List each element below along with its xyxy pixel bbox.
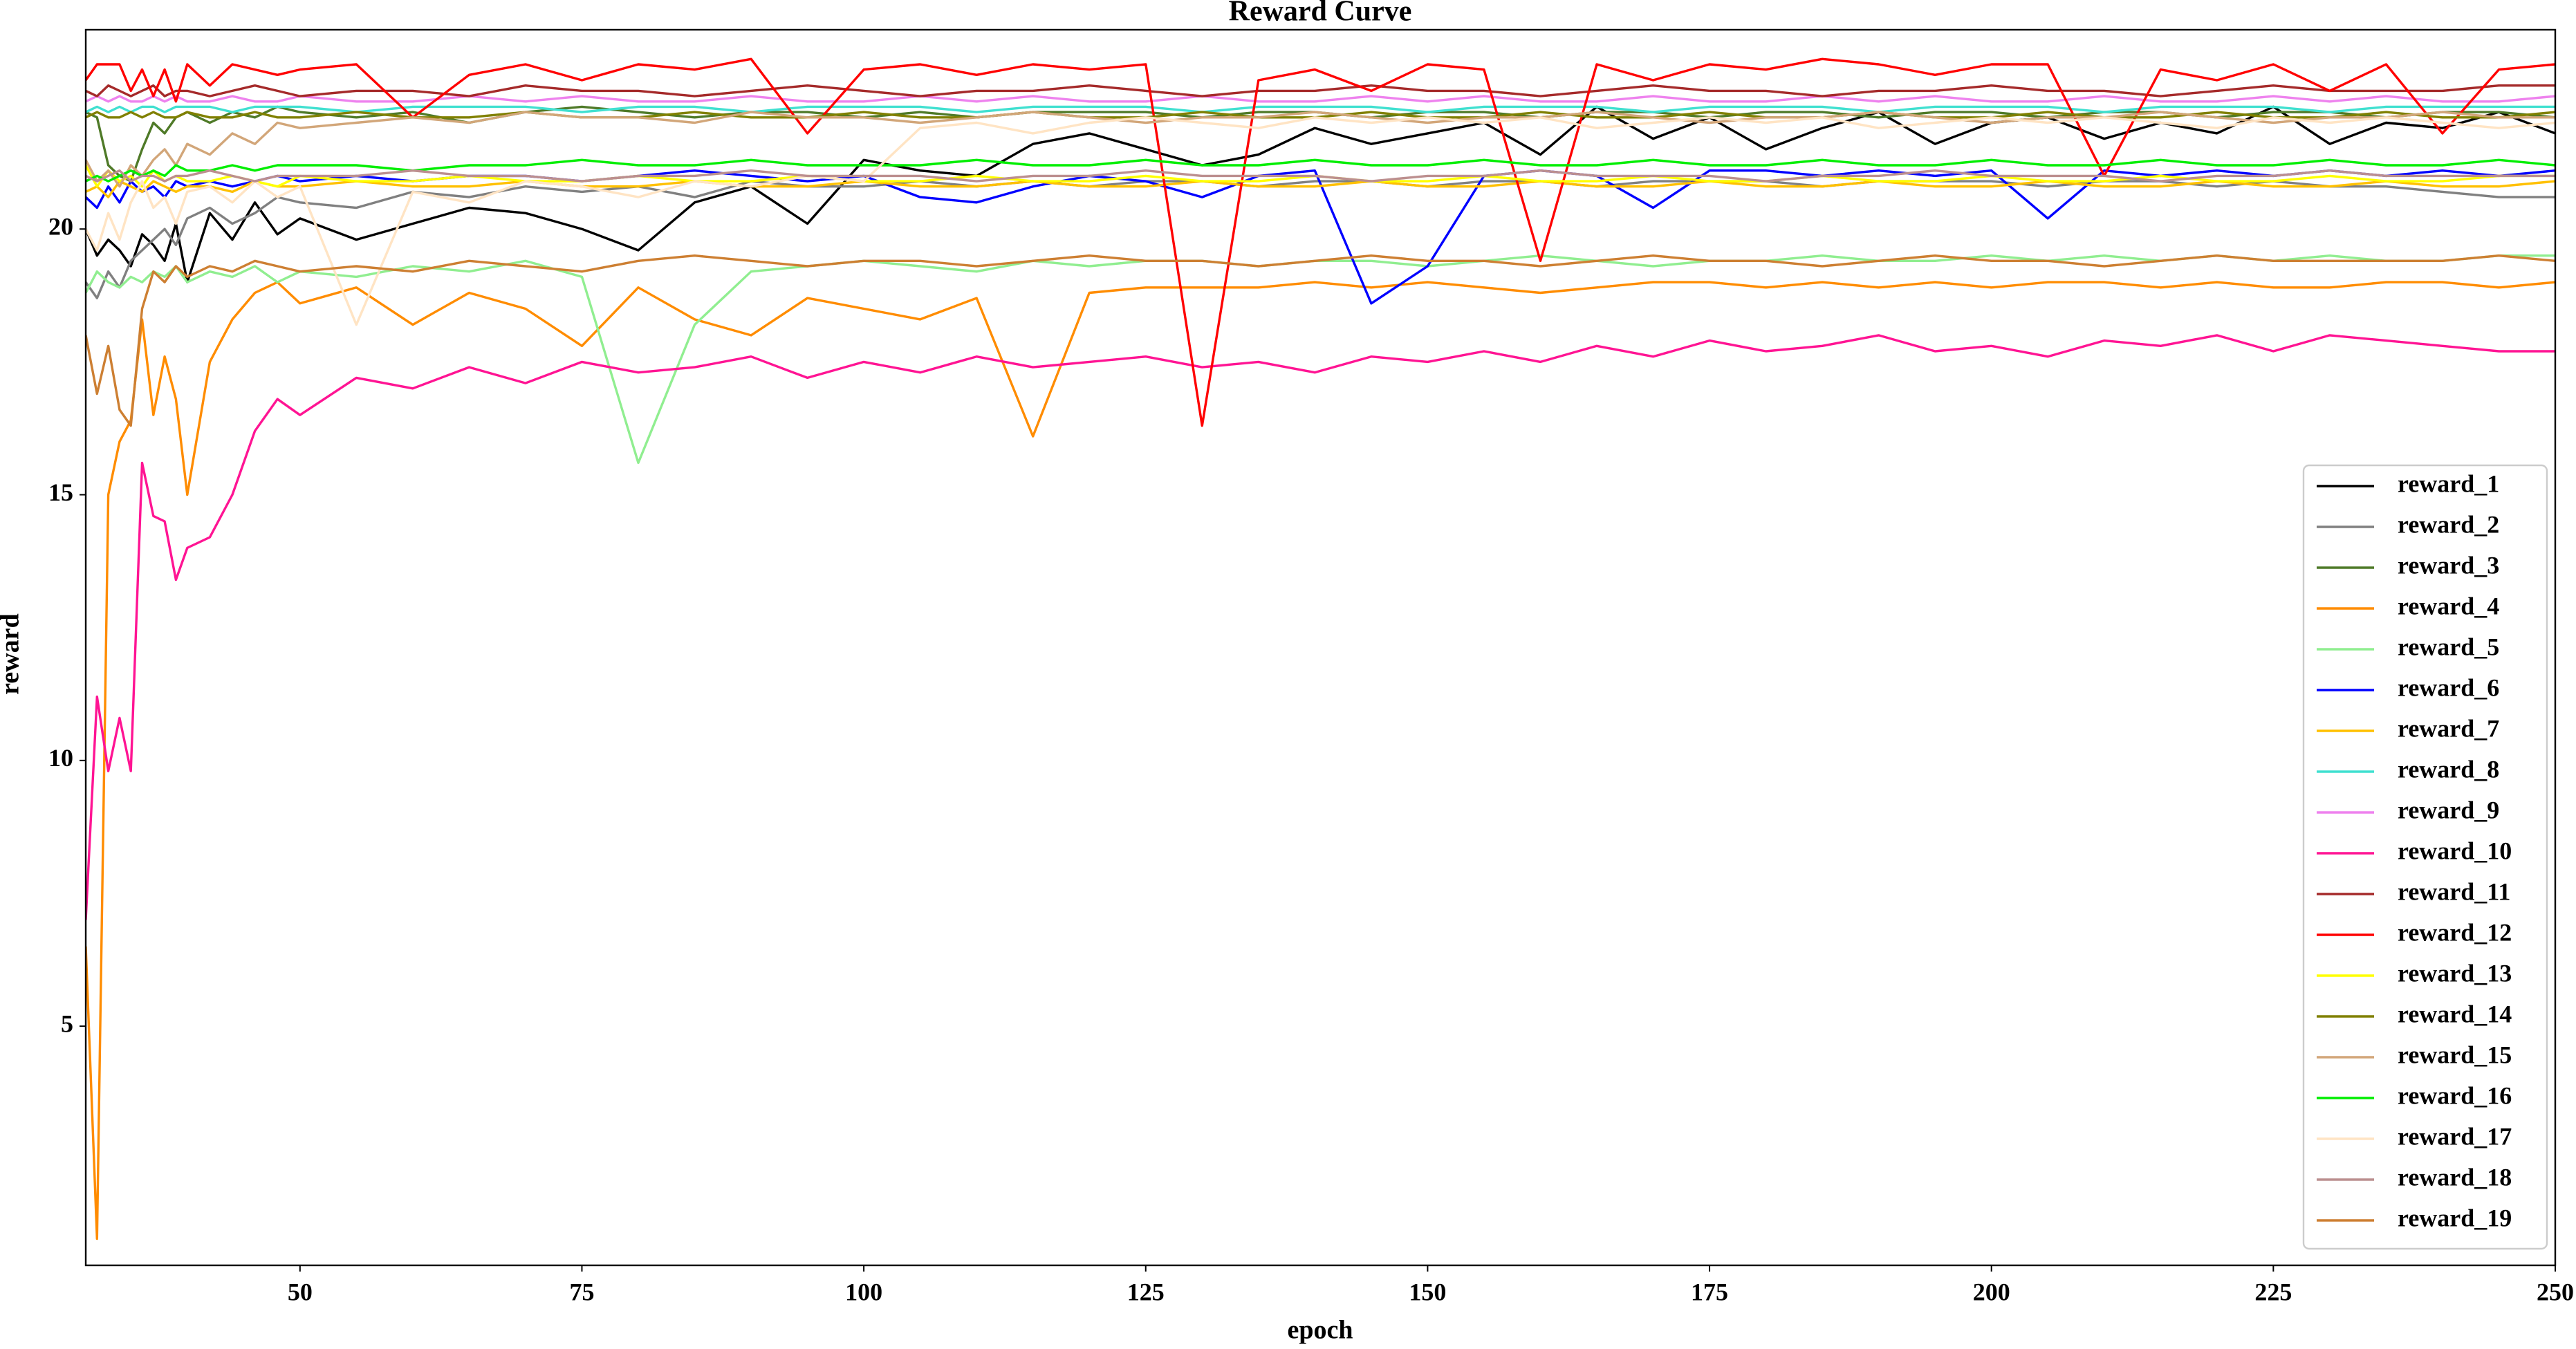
series-line xyxy=(86,169,2555,183)
legend-label: reward_10 xyxy=(2398,837,2512,864)
legend-label: reward_15 xyxy=(2398,1041,2512,1068)
series-line xyxy=(86,84,2555,97)
legend: reward_1 reward_2 reward_3 reward_4 reward_5… xyxy=(2302,464,2548,1250)
legend-label: reward_4 xyxy=(2398,592,2499,620)
series-line xyxy=(86,105,2555,113)
series-line xyxy=(86,158,2555,183)
series-line xyxy=(86,165,2555,188)
legend-label: reward_5 xyxy=(2398,633,2499,660)
series-line xyxy=(86,111,2555,188)
legend-label: reward_16 xyxy=(2398,1081,2512,1109)
legend-label: reward_18 xyxy=(2398,1163,2512,1191)
legend-label: reward_1 xyxy=(2398,469,2499,497)
legend-label: reward_9 xyxy=(2398,796,2499,824)
x-tick-label: 175 xyxy=(1691,1278,1728,1305)
y-tick-label: 20 xyxy=(48,212,73,240)
chart-title: Reward Curve xyxy=(1229,0,1412,28)
series-line xyxy=(86,281,2555,1240)
legend-label: reward_7 xyxy=(2398,714,2499,742)
legend-label: reward_8 xyxy=(2398,755,2499,783)
y-axis-label: reward xyxy=(0,613,25,695)
y-tick-label: 15 xyxy=(48,478,73,506)
plot-frame xyxy=(84,28,2557,1267)
legend-box xyxy=(2302,464,2548,1250)
x-axis-label: epoch xyxy=(1288,1316,1353,1345)
legend-label: reward_12 xyxy=(2398,918,2512,946)
x-tick-label: 75 xyxy=(569,1278,594,1305)
series-line xyxy=(86,116,2555,326)
series-line xyxy=(86,57,2555,427)
legend-label: reward_14 xyxy=(2398,1000,2512,1027)
series-line xyxy=(86,95,2555,103)
x-tick-label: 100 xyxy=(845,1278,882,1305)
series-line xyxy=(86,254,2555,427)
y-tick-label: 5 xyxy=(61,1010,73,1037)
plot-area xyxy=(86,57,2555,1240)
series-line xyxy=(86,105,2555,283)
series-line xyxy=(86,334,2555,920)
legend-label: reward_19 xyxy=(2398,1204,2512,1231)
legend-label: reward_2 xyxy=(2398,510,2499,538)
series-line xyxy=(86,254,2555,465)
series-line xyxy=(86,180,2555,299)
legend-label: reward_3 xyxy=(2398,551,2499,579)
legend-label: reward_13 xyxy=(2398,959,2512,987)
y-tick-label: 10 xyxy=(48,744,73,772)
x-tick-label: 150 xyxy=(1409,1278,1446,1305)
x-tick-label: 50 xyxy=(288,1278,313,1305)
x-tick-label: 250 xyxy=(2537,1278,2574,1305)
x-tick-label: 125 xyxy=(1127,1278,1165,1305)
x-tick-label: 225 xyxy=(2254,1278,2292,1305)
x-tick-label: 200 xyxy=(1973,1278,2010,1305)
legend-label: reward_11 xyxy=(2398,877,2510,905)
legend-label: reward_17 xyxy=(2398,1122,2512,1150)
legend-label: reward_6 xyxy=(2398,673,2499,701)
